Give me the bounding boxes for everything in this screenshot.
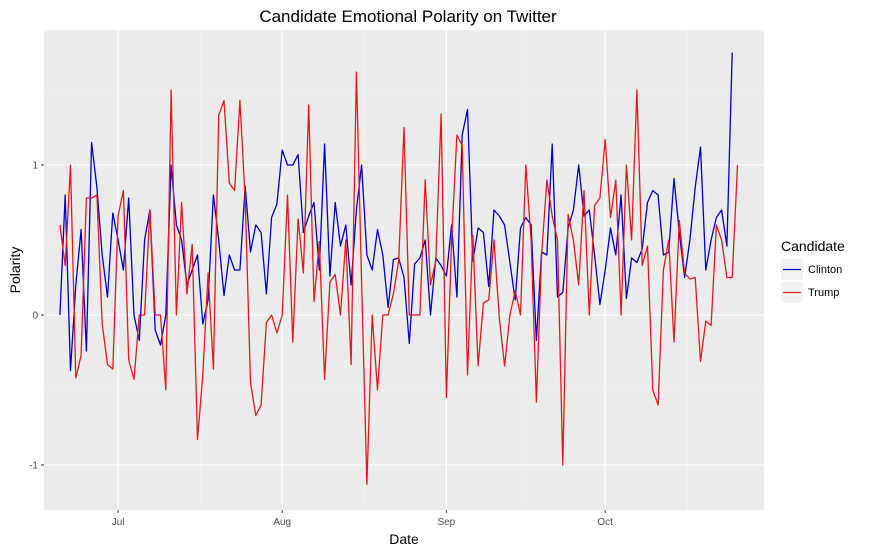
- legend-label: Clinton: [808, 264, 842, 276]
- y-axis: -1 0 1: [29, 161, 44, 472]
- x-axis-title: Date: [389, 531, 419, 547]
- x-tick-label: Jul: [112, 517, 125, 528]
- y-axis-title: Polarity: [7, 247, 23, 294]
- legend-title: Candidate: [781, 238, 845, 254]
- x-tick-label: Oct: [597, 517, 613, 528]
- x-axis: Jul Aug Sep Oct: [112, 510, 613, 528]
- series-layer: [59, 52, 739, 486]
- legend-item-clinton: Clinton: [781, 259, 842, 280]
- x-tick-label: Aug: [273, 517, 291, 528]
- legend-label: Trump: [808, 287, 839, 299]
- y-tick-label: -1: [29, 461, 38, 472]
- y-tick-label: 0: [32, 311, 38, 322]
- series-points-trump: [59, 71, 738, 485]
- series-line-clinton: [59, 52, 733, 372]
- grid-minor: [44, 30, 764, 510]
- chart-title: Candidate Emotional Polarity on Twitter: [259, 7, 557, 26]
- y-tick-label: 1: [32, 161, 38, 172]
- legend-item-trump: Trump: [781, 282, 839, 303]
- x-tick-label: Sep: [437, 517, 455, 528]
- plot-panel: [44, 30, 764, 510]
- legend: Candidate Clinton Trump: [781, 238, 845, 303]
